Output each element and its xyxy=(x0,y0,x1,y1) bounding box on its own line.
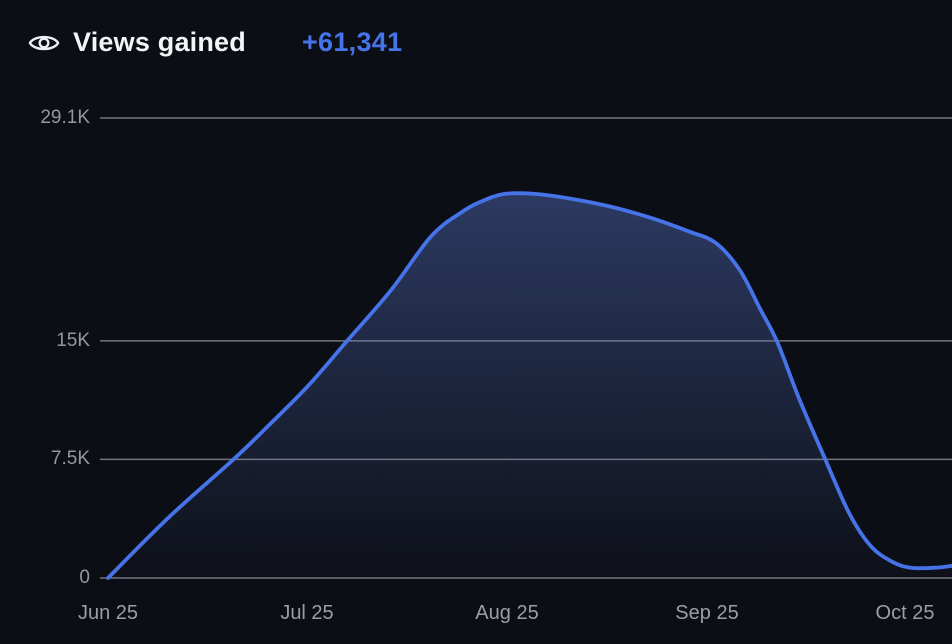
y-axis-tick-29-1k: 29.1K xyxy=(40,107,90,128)
chart-title: Views gained xyxy=(73,27,246,57)
chart-header: Views gained +61,341 xyxy=(28,27,402,58)
x-axis-tick-sep-25: Sep 25 xyxy=(675,602,739,624)
area-fill xyxy=(108,193,952,578)
x-axis-tick-aug-25: Aug 25 xyxy=(475,602,539,624)
x-axis-tick-jun-25: Jun 25 xyxy=(77,602,139,624)
y-axis-tick-7-5k: 7.5K xyxy=(50,448,90,469)
x-axis-tick-jul-25: Jul 25 xyxy=(280,602,334,624)
views-gained-value: +61,341 xyxy=(301,27,403,57)
eye-icon xyxy=(28,35,60,50)
trend-line xyxy=(106,191,952,580)
x-axis-tick-oct-25: Oct 25 xyxy=(875,602,935,624)
y-axis-tick-15k: 15K xyxy=(56,330,90,351)
y-axis-tick-0: 0 xyxy=(79,567,90,588)
